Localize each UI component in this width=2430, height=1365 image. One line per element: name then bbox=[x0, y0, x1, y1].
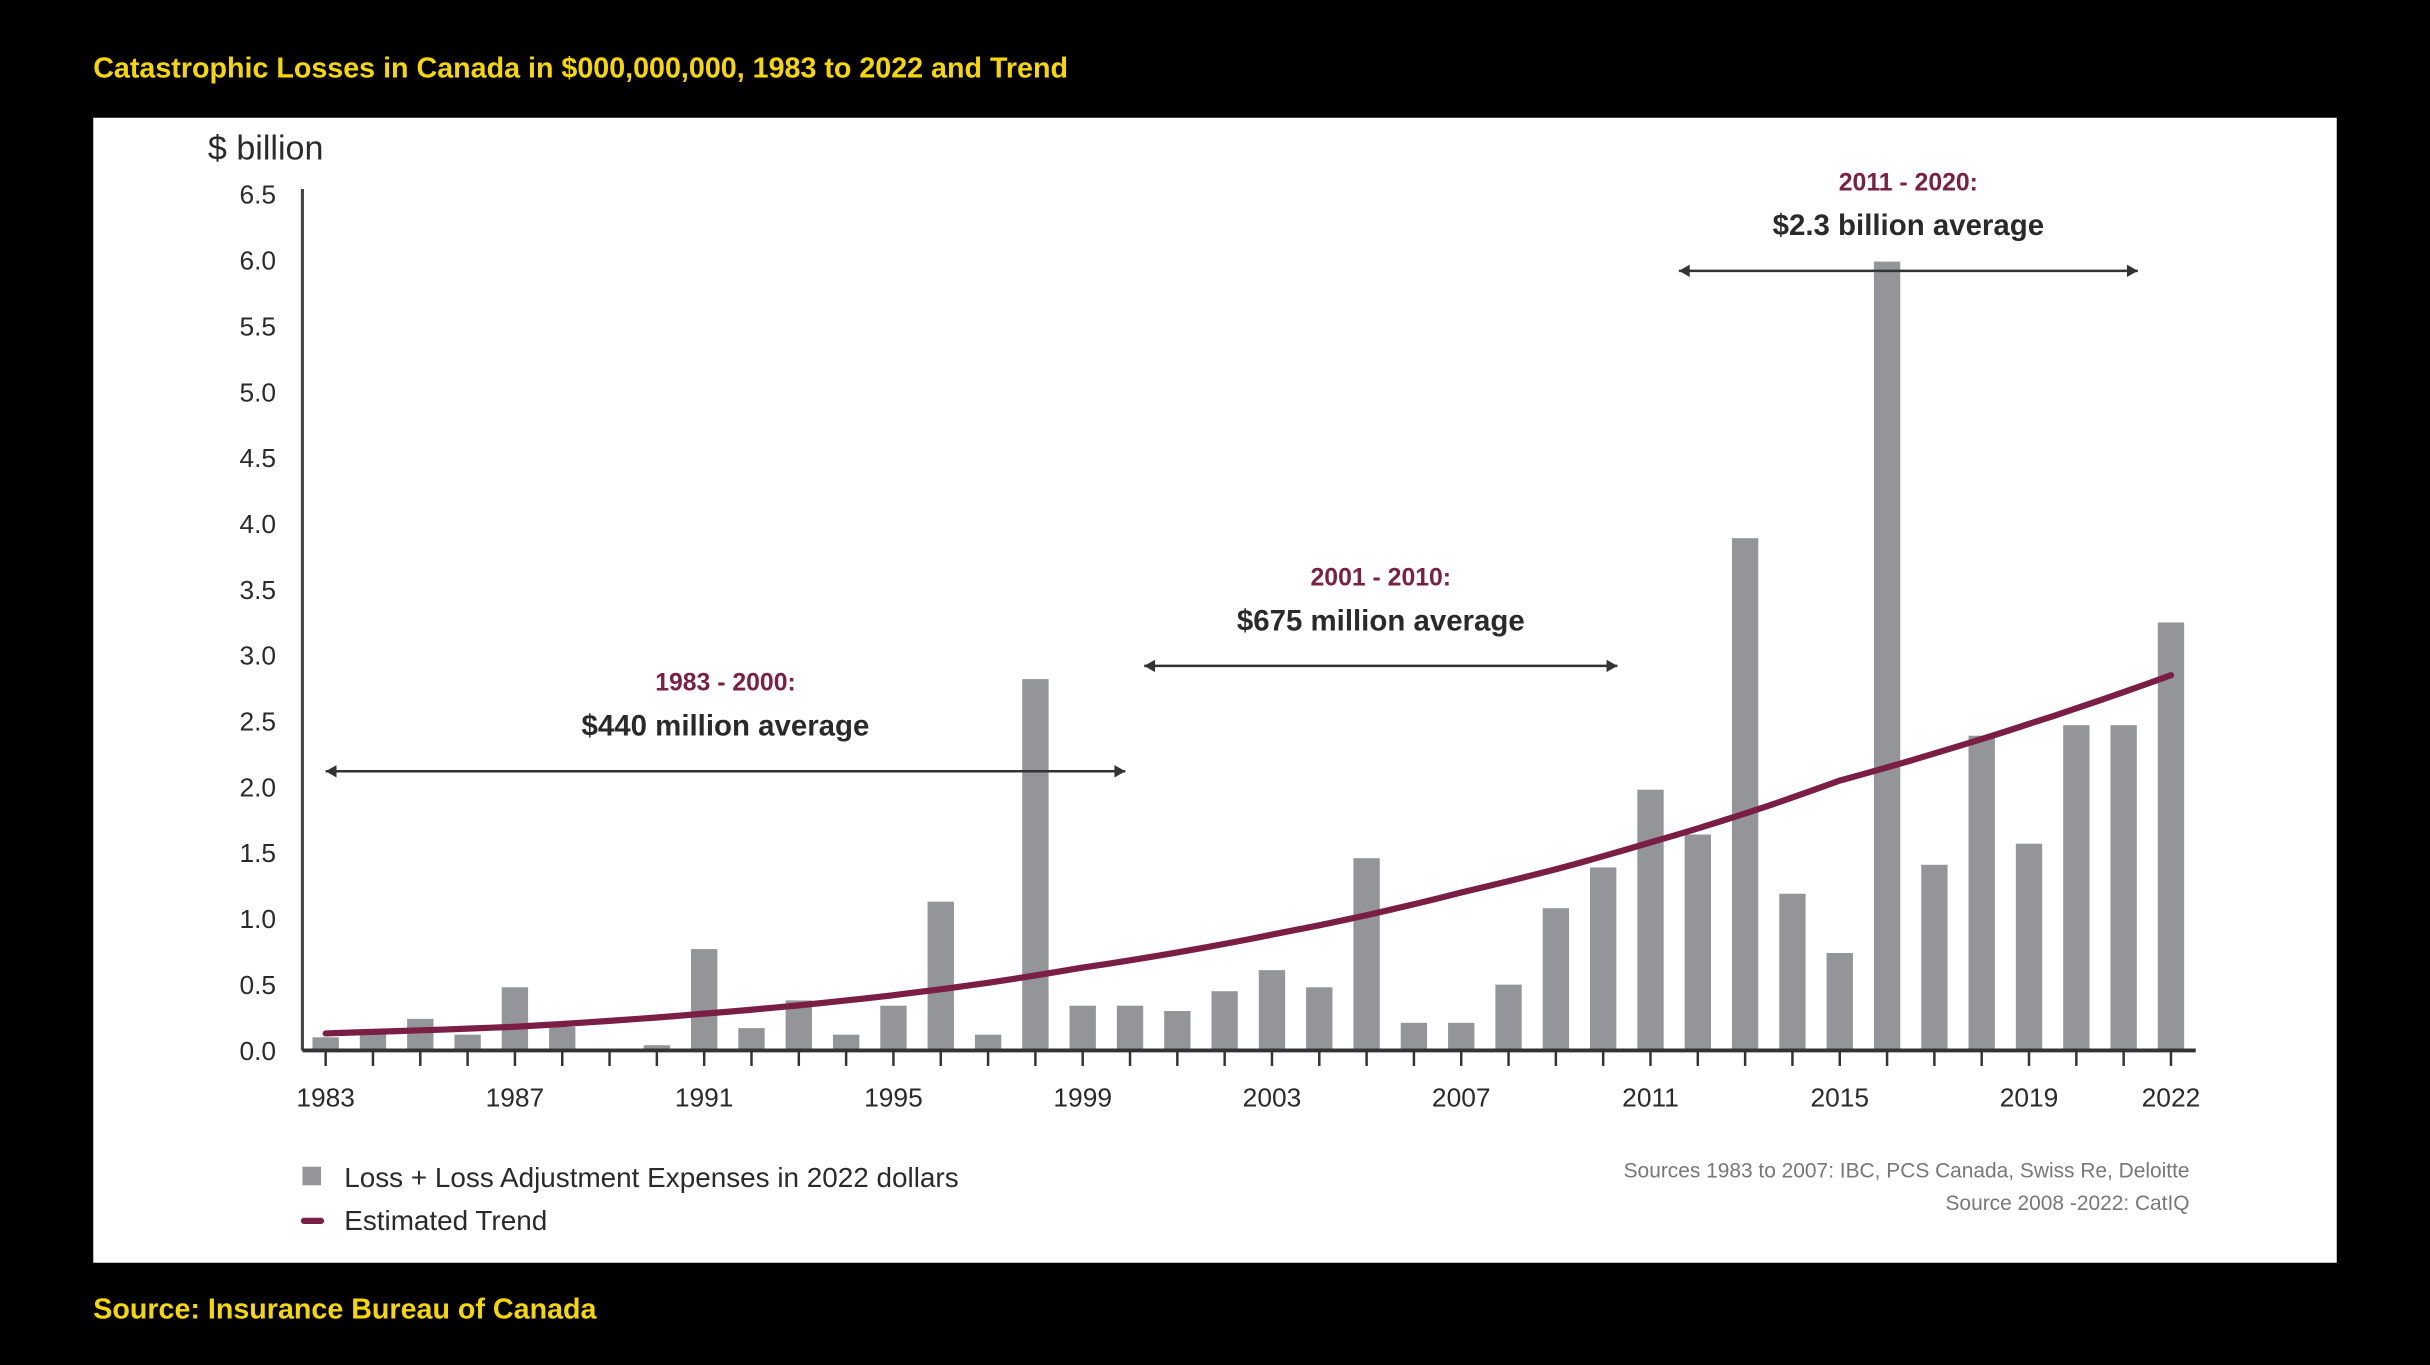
annotation-period: 2011 - 2020: bbox=[1839, 169, 1978, 196]
sources-note-1: Sources 1983 to 2007: IBC, PCS Canada, S… bbox=[1624, 1160, 2190, 1183]
y-tick-label: 1.5 bbox=[239, 838, 276, 868]
arrow-head-right-icon bbox=[1114, 765, 1126, 778]
bar-1997 bbox=[974, 1034, 1002, 1051]
bar-2019 bbox=[2015, 843, 2043, 1051]
bar-2022 bbox=[2157, 622, 2185, 1051]
x-tick-label: 2022 bbox=[2142, 1082, 2201, 1112]
bar-2009 bbox=[1542, 908, 1570, 1051]
bar-1987 bbox=[501, 987, 529, 1051]
y-tick-label: 2.5 bbox=[239, 707, 276, 737]
bar-1985 bbox=[407, 1018, 434, 1051]
y-tick-label: 1.0 bbox=[239, 904, 276, 934]
y-tick-label: 4.0 bbox=[239, 509, 276, 539]
arrow-head-left-icon bbox=[325, 765, 337, 778]
annotation-average: $2.3 billion average bbox=[1773, 209, 2044, 242]
legend-trend-label: Estimated Trend bbox=[344, 1205, 547, 1236]
x-tick-label: 2019 bbox=[2000, 1082, 2059, 1112]
bar-2001 bbox=[1164, 1010, 1191, 1051]
bar-1998 bbox=[1022, 679, 1049, 1051]
bar-2006 bbox=[1400, 1022, 1428, 1051]
bar-1983 bbox=[312, 1037, 339, 1051]
bar-2003 bbox=[1258, 970, 1286, 1051]
chart-panel bbox=[93, 117, 2337, 1263]
y-tick-label: 0.0 bbox=[239, 1036, 276, 1066]
bar-1999 bbox=[1069, 1005, 1096, 1051]
y-tick-label: 3.0 bbox=[239, 641, 276, 671]
bar-1988 bbox=[549, 1026, 576, 1051]
annotation-average: $675 million average bbox=[1237, 604, 1525, 637]
legend-bar-swatch bbox=[302, 1166, 322, 1186]
y-axis-label: $ billion bbox=[208, 130, 324, 168]
bar-1996 bbox=[927, 901, 954, 1051]
bar-1992 bbox=[738, 1028, 765, 1051]
x-tick-label: 2015 bbox=[1810, 1082, 1869, 1112]
arrow-head-right-icon bbox=[2126, 264, 2138, 278]
y-tick-label: 4.5 bbox=[239, 443, 276, 473]
source-caption: Source: Insurance Bureau of Canada bbox=[93, 1294, 597, 1326]
annotation-average: $440 million average bbox=[582, 710, 870, 743]
bar-2020 bbox=[2063, 725, 2090, 1051]
x-tick-label: 1991 bbox=[675, 1082, 734, 1112]
arrow-head-right-icon bbox=[1606, 659, 1618, 673]
bar-2008 bbox=[1495, 984, 1522, 1051]
bar-2007 bbox=[1448, 1022, 1475, 1051]
bar-2012 bbox=[1684, 834, 1711, 1051]
y-tick-label: 2.0 bbox=[239, 772, 276, 802]
bar-1991 bbox=[691, 949, 718, 1051]
y-tick-label: 6.0 bbox=[239, 246, 276, 276]
y-tick-label: 6.5 bbox=[239, 180, 276, 210]
bar-2005 bbox=[1353, 858, 1380, 1051]
x-tick-label: 1995 bbox=[864, 1082, 923, 1112]
y-tick-label: 0.5 bbox=[239, 970, 276, 1000]
arrow-head-left-icon bbox=[1144, 659, 1156, 673]
legend-bar-label: Loss + Loss Adjustment Expenses in 2022 … bbox=[344, 1162, 958, 1193]
bar-2017 bbox=[1921, 864, 1948, 1051]
bar-1986 bbox=[454, 1034, 481, 1051]
y-tick-label: 3.5 bbox=[239, 575, 276, 605]
bar-2016 bbox=[1873, 261, 1901, 1051]
trend-line bbox=[322, 672, 2175, 1037]
y-tick-label: 5.0 bbox=[239, 377, 276, 407]
x-tick-label: 1999 bbox=[1053, 1082, 1112, 1112]
x-tick-label: 1983 bbox=[296, 1082, 355, 1112]
x-tick-label: 2011 bbox=[1622, 1082, 1679, 1112]
bar-2015 bbox=[1826, 953, 1853, 1051]
bar-2000 bbox=[1116, 1005, 1144, 1051]
y-tick-label: 5.5 bbox=[239, 311, 276, 341]
bar-2002 bbox=[1211, 991, 1238, 1051]
arrow-head-left-icon bbox=[1678, 264, 1690, 278]
bar-2013 bbox=[1731, 538, 1759, 1051]
bar-1994 bbox=[832, 1034, 860, 1051]
x-tick-label: 1987 bbox=[486, 1082, 545, 1112]
x-tick-label: 2007 bbox=[1432, 1082, 1491, 1112]
bar-1984 bbox=[359, 1032, 387, 1051]
bar-2010 bbox=[1590, 867, 1617, 1051]
x-tick-label: 2003 bbox=[1243, 1082, 1302, 1112]
bar-1990 bbox=[643, 1045, 671, 1051]
bar-2021 bbox=[2110, 725, 2137, 1051]
bar-2004 bbox=[1306, 987, 1333, 1051]
annotation-period: 1983 - 2000: bbox=[655, 670, 796, 697]
bar-2011 bbox=[1637, 789, 1664, 1051]
annotation-period: 2001 - 2010: bbox=[1311, 564, 1452, 591]
bar-1995 bbox=[880, 1005, 907, 1051]
sources-note-2: Source 2008 -2022: CatIQ bbox=[1945, 1192, 2189, 1215]
bar-2018 bbox=[1968, 735, 1995, 1051]
bar-2014 bbox=[1779, 893, 1806, 1051]
chart-title: Catastrophic Losses in Canada in $000,00… bbox=[93, 52, 1068, 84]
